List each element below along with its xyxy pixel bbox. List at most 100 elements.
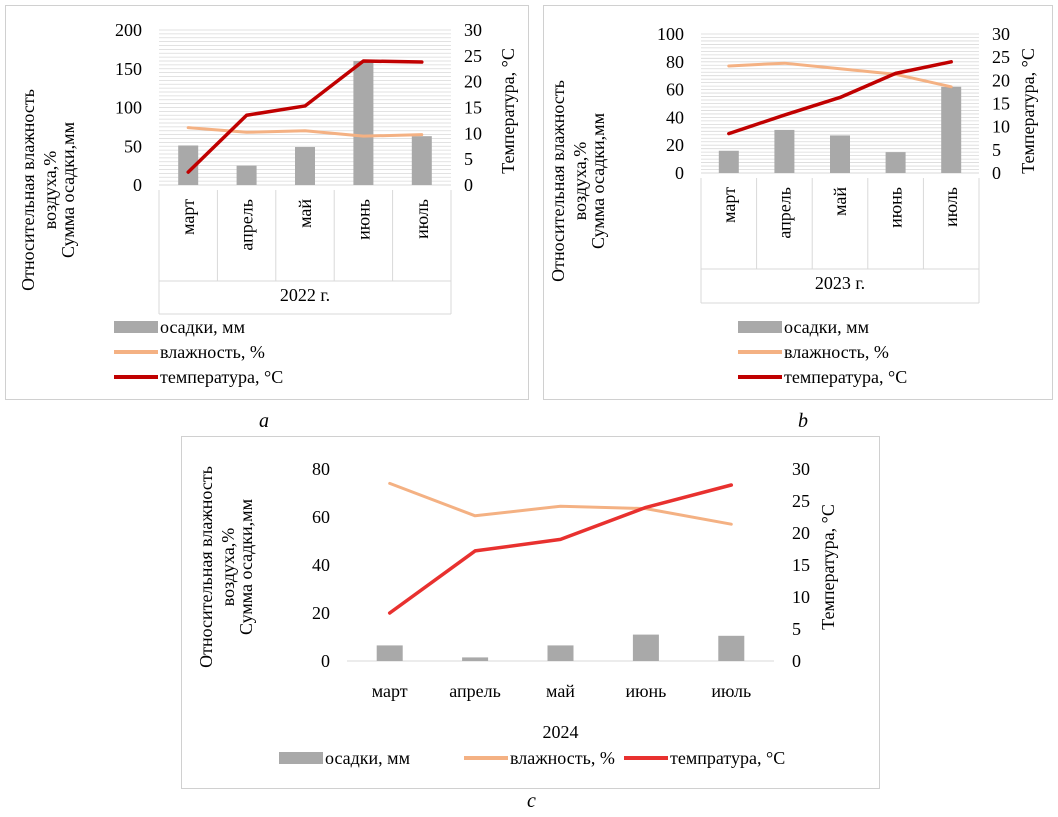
precip-bar <box>941 86 962 173</box>
precip-bar <box>353 61 374 185</box>
category-label: июль <box>412 199 432 239</box>
precip-bar <box>178 145 199 185</box>
caption-c: c <box>527 790 536 812</box>
category-label: май <box>830 187 850 216</box>
temperature-line <box>727 60 953 136</box>
y-right-axis-label: Температура, °С <box>498 48 518 174</box>
legend-label: влажность, % <box>510 748 615 768</box>
precip-bar <box>411 136 432 185</box>
y-left-tick-label: 40 <box>312 555 330 575</box>
humidity-line <box>727 61 953 89</box>
y-right-tick-label: 25 <box>992 47 1010 67</box>
y-right-tick-label: 20 <box>464 72 482 92</box>
y-right-tick-label: 0 <box>992 163 1001 183</box>
precip-bar <box>718 635 745 661</box>
y-left-axis-label: Сумма осадки,мм <box>58 122 78 258</box>
caption-a: a <box>259 410 269 432</box>
y-left-tick-label: 0 <box>321 651 330 671</box>
y-left-axis-label: Сумма осадки,мм <box>588 113 608 249</box>
y-left-tick-label: 200 <box>115 20 142 40</box>
y-left-axis-label: воздуха,% <box>218 528 238 607</box>
group-label: 2024 <box>543 722 579 742</box>
legend-swatch-precip <box>114 321 158 333</box>
y-left-tick-label: 40 <box>666 107 684 127</box>
chart-panel-c: 0 20 40 60 80 0 5 10 15 20 25 30 Относительная влажн… <box>181 436 880 789</box>
y-right-tick-label: 15 <box>464 98 482 118</box>
chart-a: 0 50 100 150 200 0 5 10 15 20 25 30 Относительная вл… <box>18 20 518 387</box>
category-label: июнь <box>353 199 373 240</box>
y-left-tick-label: 60 <box>312 507 330 527</box>
humidity-line <box>186 126 424 138</box>
category-label: май <box>546 681 575 701</box>
caption-b: b <box>798 410 808 432</box>
y-right-tick-label: 30 <box>792 459 810 479</box>
precip-bar <box>547 645 574 661</box>
precip-bar <box>774 129 795 173</box>
group-label: 2022 г. <box>280 285 330 305</box>
group-label: 2023 г. <box>815 273 865 293</box>
y-right-axis-label: Температура, °С <box>1018 48 1038 174</box>
category-label: март <box>719 187 739 223</box>
legend-label: температура, °С <box>160 367 283 387</box>
precip-bar <box>462 657 489 661</box>
y-right-tick-label: 25 <box>464 46 482 66</box>
y-left-axis-label: Относительная влажность <box>548 80 568 282</box>
y-right-tick-label: 30 <box>464 20 482 40</box>
y-right-tick-label: 15 <box>792 555 810 575</box>
legend-swatch-precip <box>738 321 782 333</box>
chart-b: 0 20 40 60 80 100 0 5 10 15 20 25 30 Относительная вл… <box>548 24 1038 387</box>
y-left-axis-label: Относительная влажность <box>196 466 216 668</box>
chart-panel-b: 0 20 40 60 80 100 0 5 10 15 20 25 30 Относительная вл… <box>543 5 1053 400</box>
y-right-tick-label: 10 <box>792 587 810 607</box>
legend-label: температура, °С <box>784 367 907 387</box>
y-left-tick-label: 80 <box>666 52 684 72</box>
y-left-axis-label: воздуха,% <box>570 142 590 221</box>
y-left-tick-label: 50 <box>124 136 142 156</box>
y-left-tick-label: 60 <box>666 80 684 100</box>
y-left-axis-label: Относительная влажность <box>18 89 38 291</box>
category-label: апрель <box>449 681 501 701</box>
precip-bar <box>295 147 315 185</box>
temperature-line <box>387 483 734 615</box>
y-right-tick-label: 15 <box>992 94 1010 114</box>
humidity-line <box>388 481 733 526</box>
legend-label: осадки, мм <box>160 317 245 337</box>
category-label: март <box>178 199 198 235</box>
legend-swatch-precip <box>279 752 323 764</box>
y-right-tick-label: 5 <box>464 149 473 169</box>
y-left-axis-label: воздуха,% <box>40 151 60 230</box>
precip-bar <box>830 135 850 173</box>
precip-bar <box>885 152 906 173</box>
y-left-tick-label: 100 <box>657 24 684 44</box>
category-label: март <box>372 681 408 701</box>
y-left-tick-label: 20 <box>312 603 330 623</box>
category-label: июль <box>941 187 961 227</box>
temperature-line <box>186 59 424 174</box>
y-right-tick-label: 0 <box>792 651 801 671</box>
y-right-tick-label: 25 <box>792 491 810 511</box>
category-label: апрель <box>237 199 257 251</box>
y-right-axis-label: Температура, °С <box>818 504 838 630</box>
y-right-tick-label: 20 <box>792 523 810 543</box>
y-left-tick-label: 80 <box>312 459 330 479</box>
chart-panel-a: 0 50 100 150 200 0 5 10 15 20 25 30 Относительная вл… <box>5 5 529 400</box>
category-label: апрель <box>774 187 794 239</box>
category-label: июнь <box>886 187 906 228</box>
precip-bar <box>718 150 739 173</box>
y-left-tick-label: 0 <box>675 163 684 183</box>
y-left-tick-label: 0 <box>133 175 142 195</box>
legend-label: темпратура, °С <box>670 748 785 768</box>
y-right-tick-label: 0 <box>464 175 473 195</box>
precip-bar <box>236 165 257 185</box>
category-label: июль <box>711 681 751 701</box>
y-left-tick-label: 20 <box>666 135 684 155</box>
y-right-tick-label: 10 <box>464 123 482 143</box>
precip-bar <box>632 634 659 661</box>
y-right-tick-label: 30 <box>992 24 1010 44</box>
y-left-tick-label: 150 <box>115 59 142 79</box>
legend-label: влажность, % <box>784 342 889 362</box>
legend-label: осадки, мм <box>784 317 869 337</box>
y-right-tick-label: 20 <box>992 70 1010 90</box>
y-right-tick-label: 5 <box>992 140 1001 160</box>
chart-c: 0 20 40 60 80 0 5 10 15 20 25 30 Относительная влажн… <box>196 459 838 768</box>
